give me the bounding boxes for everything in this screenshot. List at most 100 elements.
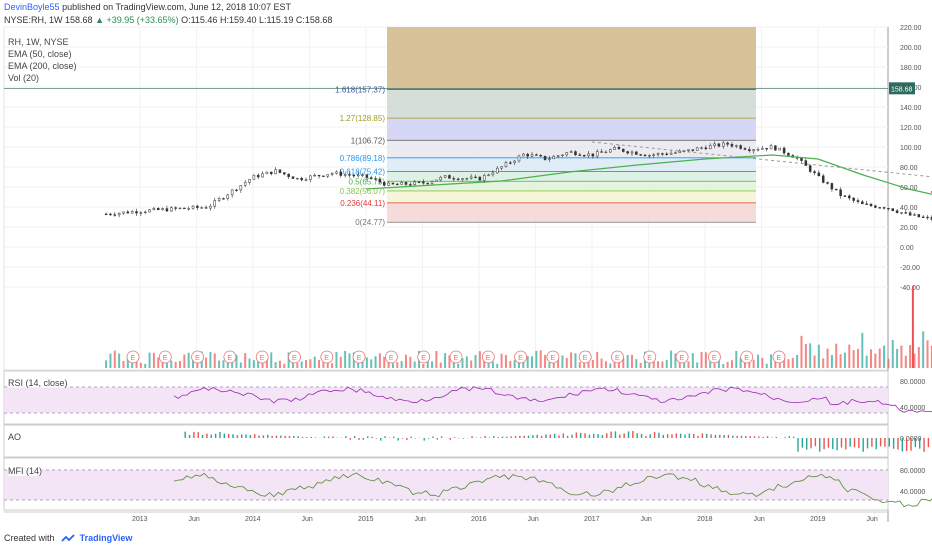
earnings-marker [384, 350, 398, 364]
footer-brand[interactable]: TradingView [79, 533, 133, 543]
candle [730, 144, 734, 147]
volume-bar [648, 361, 651, 368]
ao-bar [823, 438, 825, 450]
ao-bar [588, 434, 591, 438]
candle [609, 149, 612, 153]
volume-bar [922, 331, 925, 368]
volume-bar [235, 354, 238, 368]
candle [174, 207, 177, 209]
volume-bar [700, 352, 703, 368]
volume-bar [183, 354, 186, 368]
mfi-pane-label[interactable]: MFI (14) [8, 466, 43, 476]
rsi-axis-tick: 80.0000 [900, 379, 925, 386]
candle [613, 146, 616, 150]
earnings-marker [578, 350, 592, 364]
volume-bar [600, 358, 603, 368]
ao-bar [188, 434, 191, 438]
candle [691, 149, 695, 151]
candle [839, 189, 842, 196]
ao-bar [358, 438, 360, 440]
legend-item-ema200[interactable]: EMA (200, close) [8, 61, 77, 71]
mfi-axis-tick: 40.0000 [900, 489, 925, 496]
earnings-marker-label: E [454, 355, 459, 362]
candle [487, 174, 490, 176]
candle [404, 182, 408, 185]
volume-bar [535, 350, 538, 368]
candle [396, 183, 399, 186]
volume-bar [717, 360, 720, 368]
volume-bar [704, 352, 707, 368]
ao-bar [254, 434, 256, 438]
volume-bar [570, 352, 573, 368]
ao-bar [701, 433, 704, 438]
candle [604, 151, 608, 154]
candle [752, 149, 755, 152]
candle [669, 152, 673, 155]
ao-bar [714, 434, 717, 438]
price-axis-tick: 40.00 [900, 205, 918, 212]
price-axis-tick: 200.00 [900, 45, 922, 52]
volume-bar [513, 360, 516, 368]
ao-bar [327, 436, 330, 438]
ao-bar [575, 432, 578, 438]
ao-pane-label[interactable]: AO [8, 432, 22, 442]
volume-bar [709, 361, 712, 368]
ao-bar [910, 438, 912, 451]
ao-bar [662, 434, 664, 438]
volume-bar [835, 343, 838, 368]
ao-bar [249, 435, 252, 438]
candle [400, 182, 403, 185]
candle [539, 154, 542, 157]
volume-bar [865, 355, 868, 368]
volume-spike [911, 286, 914, 368]
ao-bar [710, 434, 712, 438]
close-value: C:158.68 [295, 15, 333, 25]
candle [595, 151, 599, 157]
ao-bar [914, 438, 917, 448]
candle [283, 172, 286, 175]
ao-bar [614, 431, 617, 438]
candle [456, 178, 460, 181]
price-axis-tick: 80.00 [900, 165, 918, 172]
ao-bar [301, 436, 304, 438]
ao-bar [545, 434, 547, 438]
volume-bar [748, 359, 751, 368]
volume-bar [743, 359, 746, 368]
candle [287, 173, 290, 177]
candle [695, 147, 699, 151]
volume-bar [735, 350, 738, 368]
candle [735, 145, 738, 147]
ao-bar [232, 434, 234, 438]
volume-bar [617, 361, 620, 368]
time-axis-tick: Jun [528, 516, 539, 523]
volume-bar [870, 349, 873, 368]
volume-bar [787, 359, 790, 368]
ao-bar [245, 434, 247, 438]
candle [743, 148, 747, 150]
candle [591, 153, 595, 157]
candle [322, 175, 325, 177]
legend-item-ema50[interactable]: EMA (50, close) [8, 49, 72, 59]
legend-item-volume[interactable]: Vol (20) [8, 73, 40, 83]
volume-bar [817, 344, 820, 368]
volume-bar [322, 361, 325, 368]
volume-bar [383, 356, 386, 368]
volume-bar [713, 363, 716, 368]
candle [230, 189, 234, 196]
time-axis-tick: 2016 [471, 516, 487, 523]
ao-bar [267, 434, 269, 438]
volume-bar [444, 353, 447, 368]
author-link[interactable]: DevinBoyle55 [4, 2, 60, 12]
rsi-pane-label[interactable]: RSI (14, close) [8, 378, 68, 388]
candle [739, 145, 742, 149]
candle [522, 153, 525, 157]
volume-bar [218, 360, 221, 368]
ao-bar [888, 438, 890, 447]
ao-bar [736, 435, 738, 438]
volume-bar [670, 350, 673, 368]
ao-bar [453, 437, 456, 438]
candle [126, 211, 130, 214]
ao-bar [406, 438, 408, 440]
volume-bar [674, 353, 677, 368]
